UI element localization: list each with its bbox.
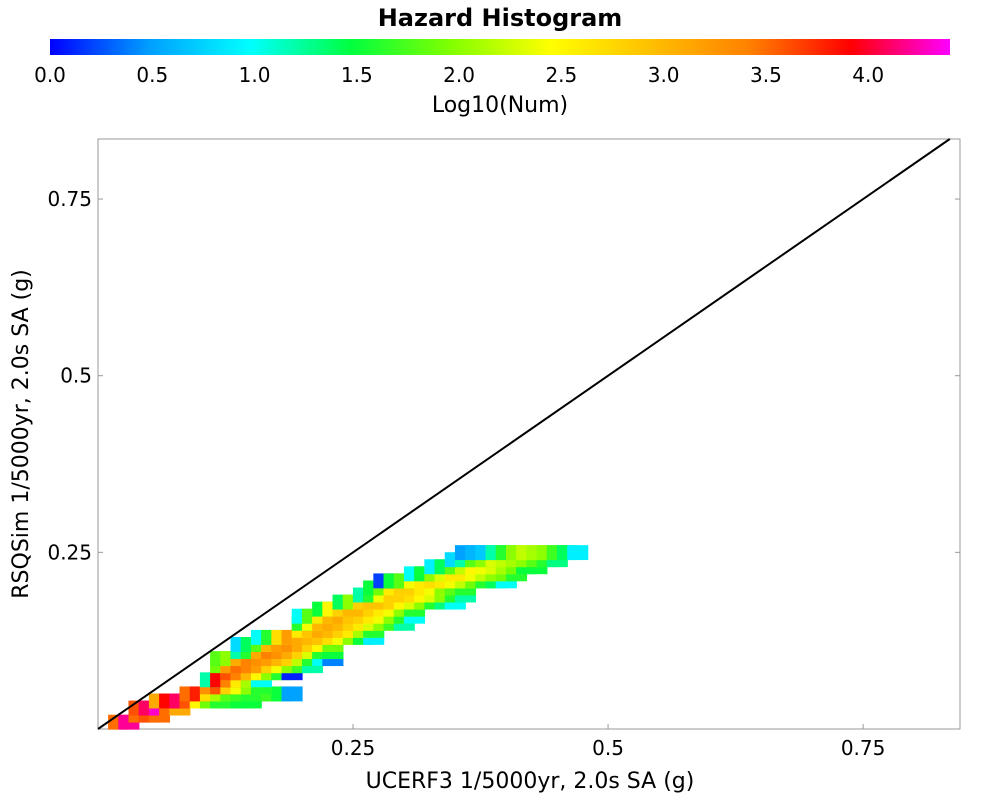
histogram-bins [108,545,589,730]
colorbar-tick-label: 0.5 [136,63,168,87]
axes: 0.25 0.5 0.75 0.25 0.5 0.75 [47,187,960,760]
x-axis-label: UCERF3 1/5000yr, 2.0s SA (g) [366,769,695,794]
x-tick-label: 0.75 [841,736,886,760]
histogram-bin [567,545,589,561]
x-tick-label: 0.5 [592,736,624,760]
chart-title: Hazard Histogram [378,4,623,32]
colorbar-tick-label: 4.0 [852,63,884,87]
reference-line [97,138,951,730]
colorbar-tick-label: 3.0 [648,63,680,87]
colorbar-tick-label: 1.0 [239,63,271,87]
colorbar [50,39,950,55]
y-tick-label: 0.5 [60,364,92,388]
colorbar-tick-label: 2.0 [443,63,475,87]
colorbar-ticks: 0.0 0.5 1.0 1.5 2.0 2.5 3.0 3.5 4.0 [34,63,884,87]
colorbar-tick-label: 3.5 [750,63,782,87]
x-tick-label: 0.25 [331,736,376,760]
y-tick-label: 0.25 [47,540,92,564]
y-axis-label: RSQSim 1/5000yr, 2.0s SA (g) [9,269,34,599]
y-tick-label: 0.75 [47,187,92,211]
histogram-bin [281,686,303,702]
colorbar-tick-label: 0.0 [34,63,66,87]
colorbar-label: Log10(Num) [432,93,568,118]
colorbar-tick-label: 2.5 [545,63,577,87]
colorbar-tick-label: 1.5 [341,63,373,87]
